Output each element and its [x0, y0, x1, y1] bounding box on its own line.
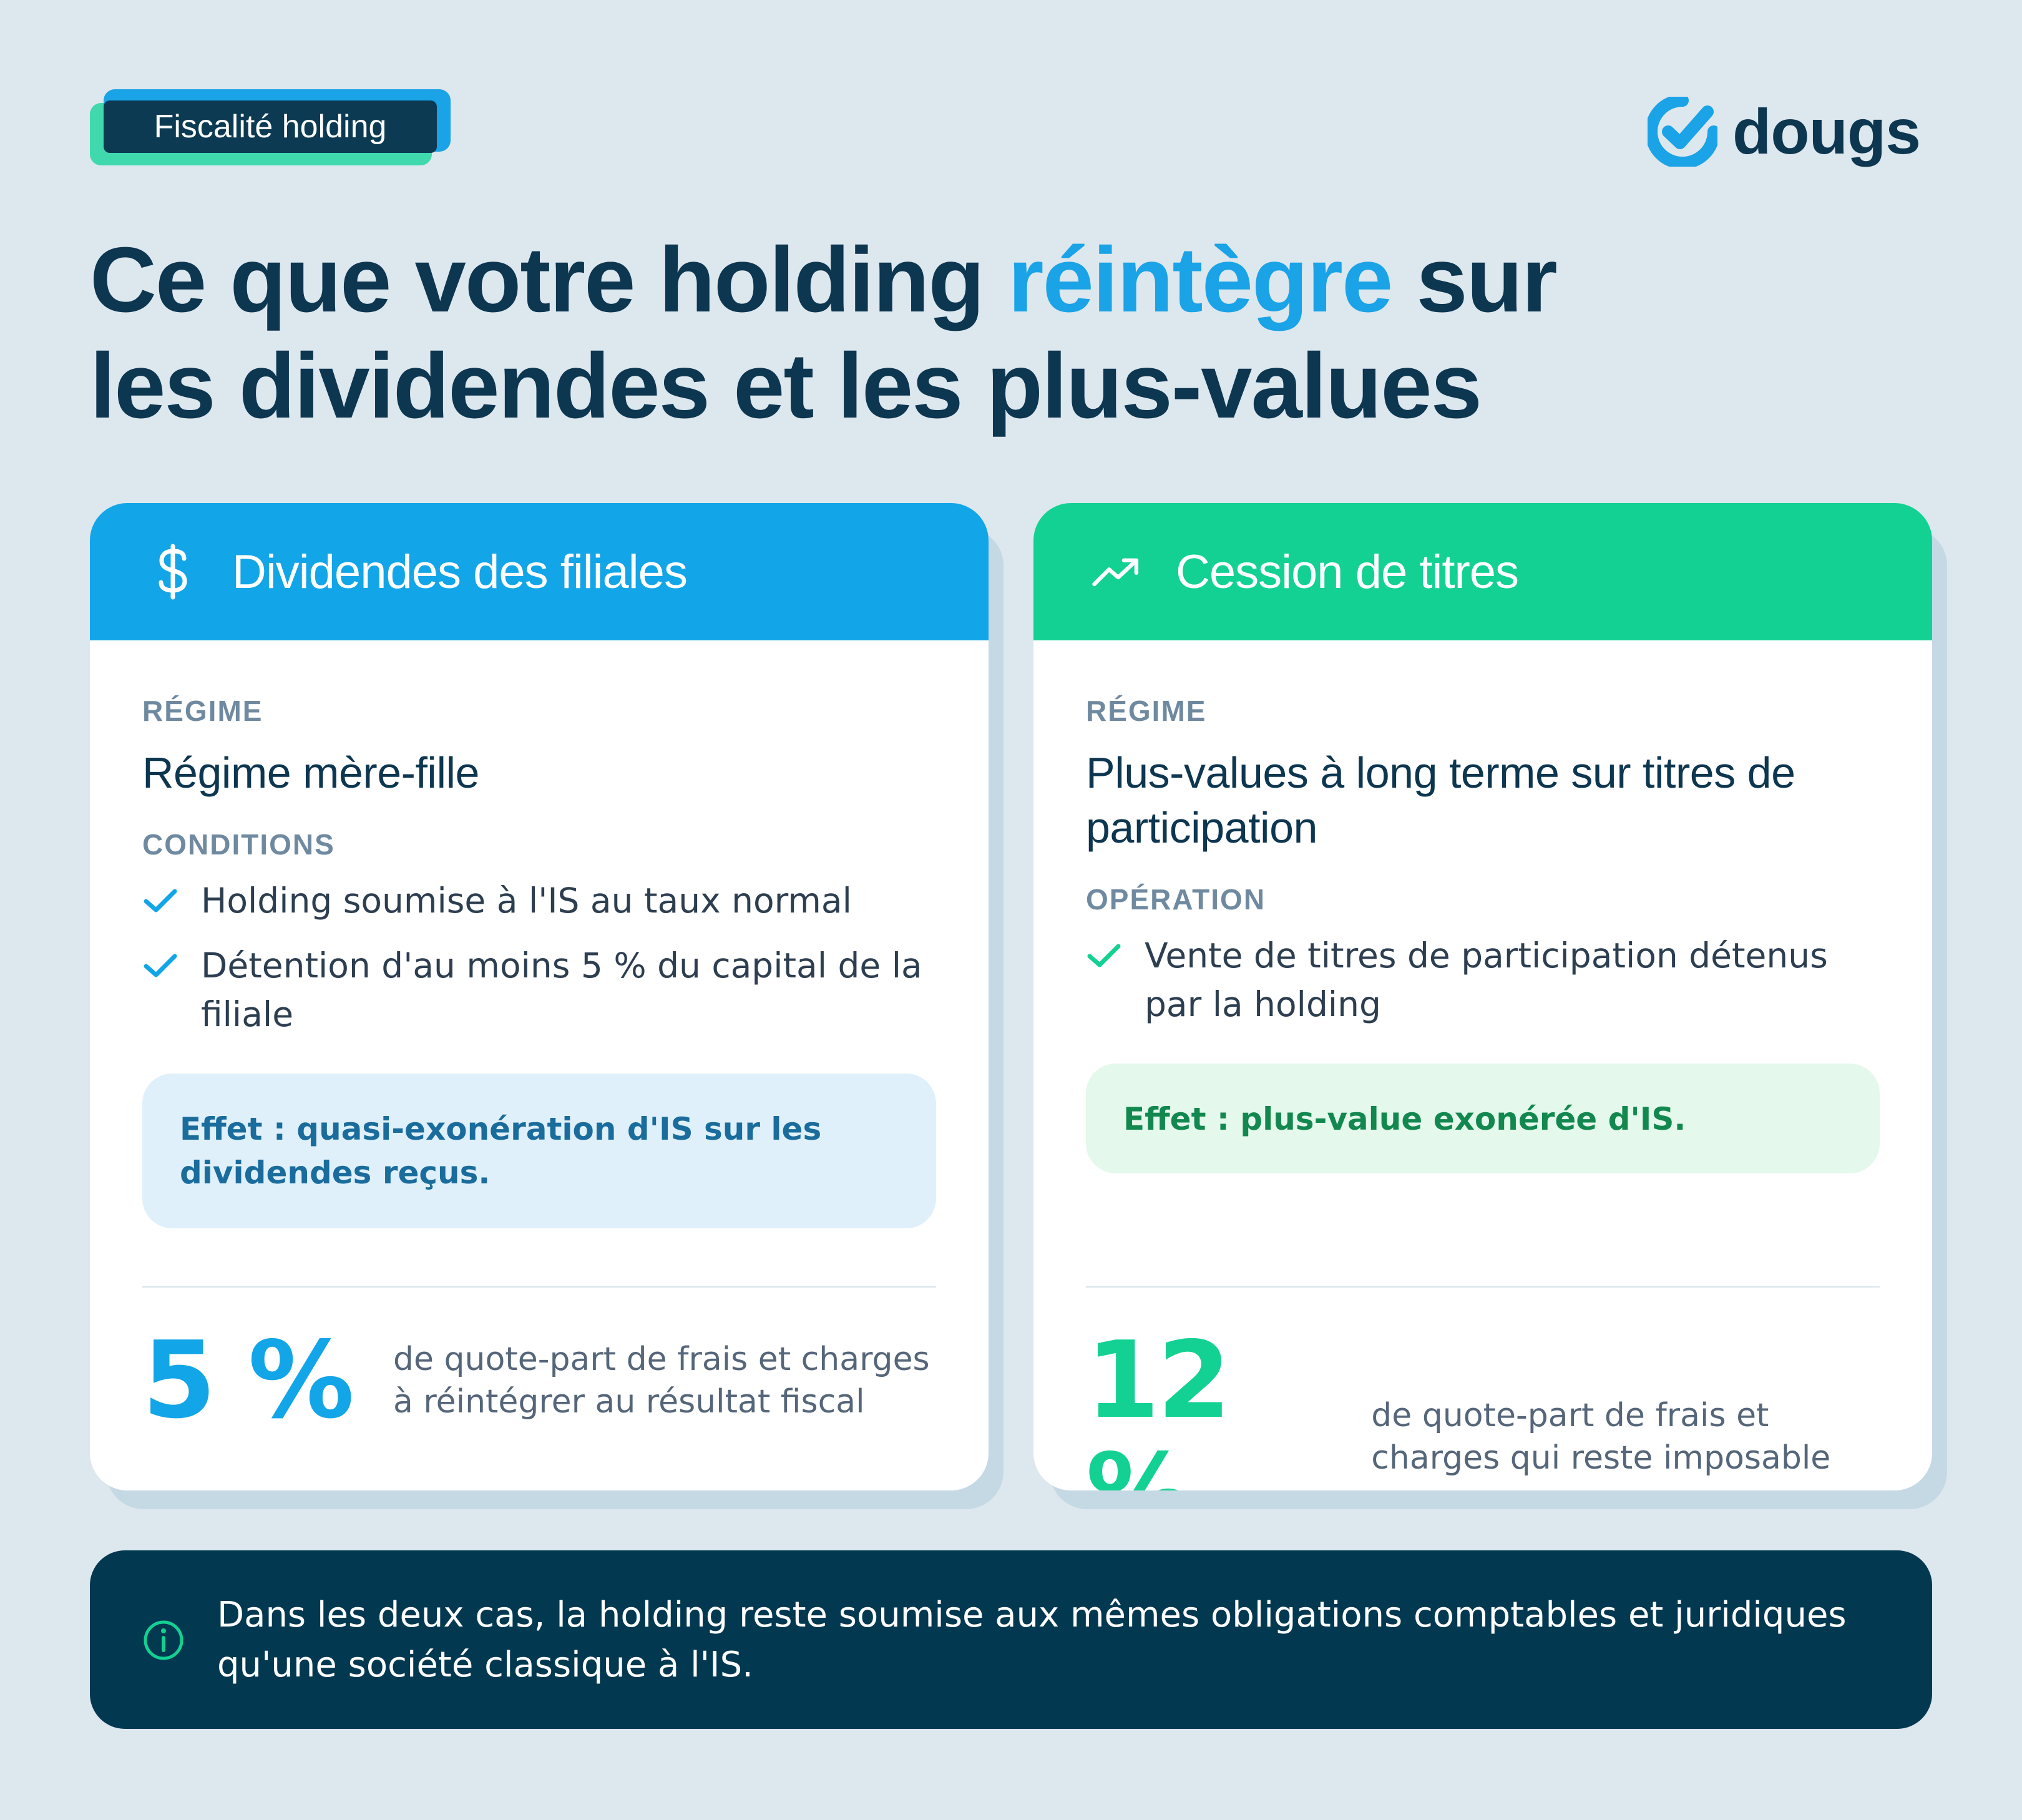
info-text: Dans les deux cas, la holding reste soum… [217, 1595, 1847, 1685]
stat-description: de quote-part de frais et charges qui re… [1371, 1397, 1831, 1477]
stat-row: 12 % de quote-part de frais et charges q… [1086, 1324, 1880, 1490]
stat-value: 5 % [142, 1319, 354, 1442]
check-icon [1087, 944, 1121, 967]
card-title: Dividendes des filiales [232, 545, 688, 599]
card-body: RÉGIME Régime mère-fille CONDITIONS Hold… [90, 694, 989, 1228]
title-highlight: réintègre [1007, 228, 1393, 331]
page-title: Ce que votre holding réintègre sur les d… [90, 227, 1837, 439]
info-banner: Dans les deux cas, la holding reste soum… [90, 1550, 1932, 1729]
operation-label: OPÉRATION [1086, 883, 1266, 916]
brand-logo: dougs [1648, 91, 1935, 172]
stat-description: de quote-part de frais et charges à réin… [393, 1341, 930, 1421]
category-badge: Fiscalité holding [90, 89, 451, 167]
stat-value: 12 % [1086, 1319, 1231, 1490]
condition-item: Détention d'au moins 5 % du capital de l… [142, 941, 936, 1039]
operation-text: Vente de titres de participation détenus… [1145, 936, 1828, 1024]
effect-box: Effet : quasi-exonération d'IS sur les d… [142, 1074, 936, 1228]
divider [1086, 1286, 1880, 1288]
conditions-label: CONDITIONS [142, 828, 335, 861]
card-header: Cession de titres [1033, 503, 1932, 640]
title-part1: Ce que votre holding [90, 228, 1008, 331]
check-icon [144, 889, 177, 912]
condition-item: Holding soumise à l'IS au taux normal [142, 876, 936, 925]
check-icon [144, 954, 177, 977]
title-part2: sur [1392, 228, 1557, 331]
trending-up-icon [1088, 544, 1145, 600]
card-header: Dividendes des filiales [90, 503, 989, 640]
dollar-icon [145, 544, 201, 600]
check-circle-icon [1648, 97, 1717, 167]
brand-name: dougs [1732, 95, 1921, 167]
card-cession: Cession de titres RÉGIME Plus-values à l… [1033, 503, 1932, 1490]
regime-label: RÉGIME [142, 695, 263, 727]
operation-item: Vente de titres de participation détenus… [1086, 931, 1880, 1029]
regime-value: Régime mère-fille [142, 748, 479, 797]
condition-text: Détention d'au moins 5 % du capital de l… [201, 946, 922, 1034]
card-dividendes: Dividendes des filiales RÉGIME Régime mè… [90, 503, 989, 1490]
effect-box: Effet : plus-value exonérée d'IS. [1086, 1064, 1880, 1173]
info-icon [144, 1620, 183, 1660]
condition-text: Holding soumise à l'IS au taux normal [201, 881, 852, 921]
card-title: Cession de titres [1176, 545, 1519, 599]
regime-value: Plus-values à long terme sur titres de p… [1086, 748, 1795, 852]
badge-label: Fiscalité holding [104, 100, 437, 153]
stat-row: 5 % de quote-part de frais et charges à … [142, 1324, 936, 1437]
regime-label: RÉGIME [1086, 695, 1207, 727]
title-line2: les dividendes et les plus-values [90, 335, 1482, 438]
card-body: RÉGIME Plus-values à long terme sur titr… [1033, 694, 1932, 1173]
divider [142, 1286, 936, 1288]
